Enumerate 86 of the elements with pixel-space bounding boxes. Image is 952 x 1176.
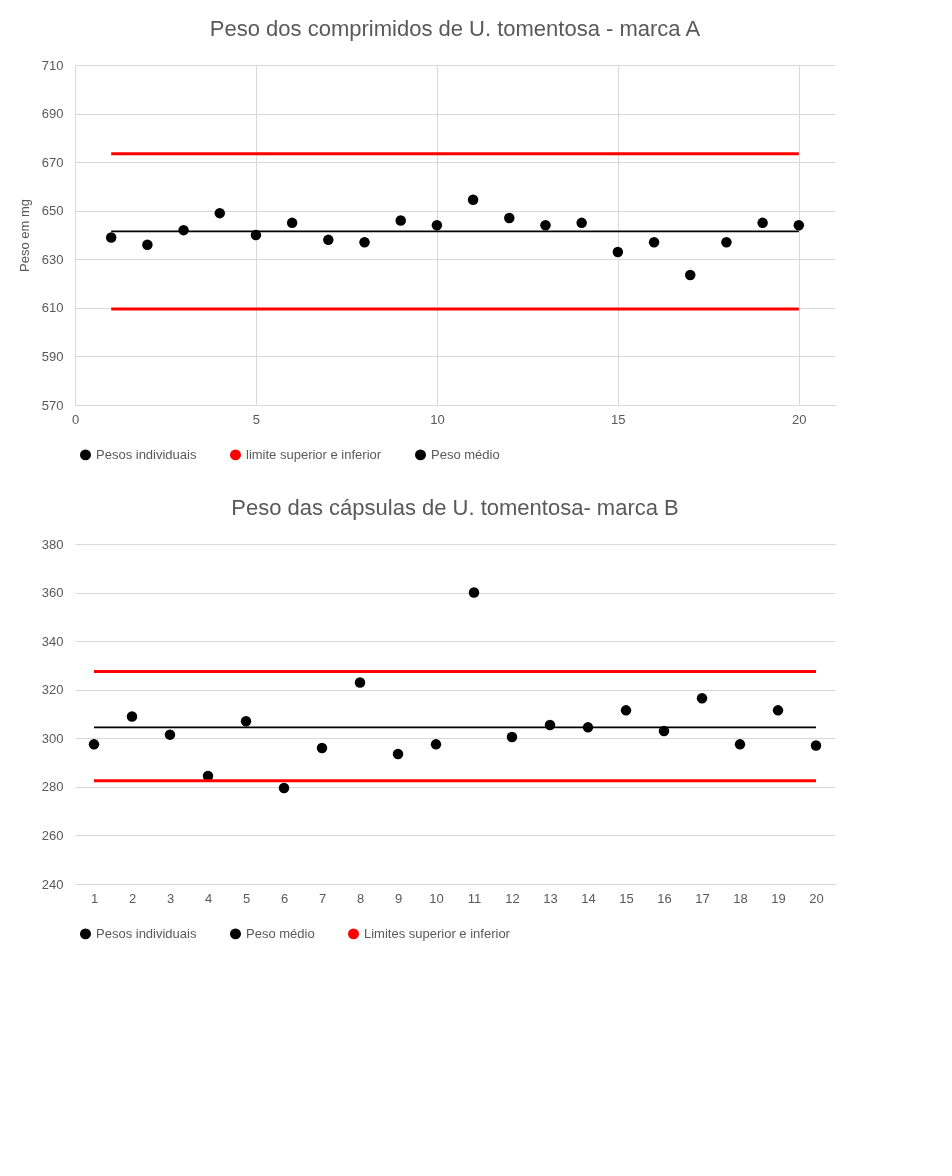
x-tick-label: 20 — [792, 411, 807, 427]
x-tick-label: 0 — [71, 411, 80, 427]
y-tick-label: 590 — [41, 348, 64, 364]
point — [431, 220, 443, 231]
point — [164, 729, 176, 740]
point — [240, 716, 252, 727]
point — [648, 237, 660, 248]
point — [658, 725, 670, 737]
y-tick-label: 570 — [41, 397, 64, 413]
y-tick-label: 630 — [41, 251, 64, 267]
y-tick-label: 610 — [41, 300, 64, 316]
y-tick-label: 300 — [41, 730, 64, 746]
point — [126, 711, 138, 722]
chart-title: Peso das cápsulas de U. tomentosa- marca B — [231, 495, 679, 520]
y-tick-label: 320 — [41, 682, 64, 698]
y-tick-label: 340 — [41, 633, 64, 649]
x-tick-label: 16 — [657, 890, 672, 906]
x-tick-label: 2 — [128, 890, 137, 906]
x-tick-label: 18 — [733, 890, 748, 906]
point — [468, 587, 480, 598]
point — [467, 194, 479, 206]
point — [772, 705, 784, 716]
point — [793, 220, 805, 231]
y-axis-title: Peso em mg — [16, 199, 32, 272]
legend-label: Peso médio — [431, 446, 500, 462]
y-tick-label: 690 — [41, 106, 64, 122]
x-tick-label: 6 — [280, 890, 289, 906]
point — [395, 215, 406, 226]
point — [286, 217, 298, 229]
point — [734, 739, 746, 750]
legend-label: Limites superior e inferior — [364, 925, 511, 941]
legend-label: Pesos individuais — [96, 446, 197, 462]
y-tick-label: 670 — [41, 154, 64, 170]
y-tick-label: 650 — [41, 203, 64, 219]
x-tick-label: 12 — [505, 890, 520, 906]
x-tick-label: 17 — [695, 890, 710, 906]
point — [684, 269, 696, 281]
point — [88, 739, 100, 750]
x-tick-label: 8 — [356, 890, 365, 906]
legend-label: Pesos individuais — [96, 925, 197, 941]
point — [540, 220, 551, 231]
x-tick-label: 4 — [204, 890, 213, 906]
y-tick-label: 380 — [41, 536, 64, 552]
y-tick-label: 260 — [41, 827, 64, 843]
y-tick-label: 360 — [41, 585, 64, 601]
x-tick-label: 5 — [252, 411, 261, 427]
y-tick-label: 710 — [41, 57, 64, 73]
chart-title: Peso dos comprimidos de U. tomentosa - marca A — [209, 16, 701, 41]
point — [392, 748, 404, 760]
x-tick-label: 10 — [429, 890, 444, 906]
point — [721, 237, 732, 248]
point — [757, 217, 768, 229]
legend-label: Peso médio — [246, 925, 315, 941]
x-tick-label: 15 — [611, 411, 626, 427]
x-tick-label: 11 — [467, 890, 482, 906]
x-tick-label: 5 — [242, 890, 251, 906]
point — [323, 234, 334, 246]
x-tick-label: 7 — [318, 890, 327, 906]
point — [504, 212, 515, 224]
x-tick-label: 10 — [430, 411, 445, 427]
x-tick-label: 9 — [394, 890, 403, 906]
point — [430, 739, 442, 750]
x-tick-label: 20 — [809, 890, 824, 906]
legend-label: limite superior e inferior — [246, 446, 382, 462]
point — [142, 239, 153, 250]
point — [105, 232, 117, 243]
point — [278, 782, 290, 794]
point — [620, 705, 632, 716]
x-tick-label: 19 — [771, 890, 786, 906]
point — [810, 740, 822, 751]
y-tick-label: 240 — [41, 876, 64, 892]
point — [214, 207, 226, 219]
x-tick-label: 15 — [619, 890, 634, 906]
point — [612, 246, 624, 258]
point — [576, 217, 587, 229]
x-tick-label: 3 — [166, 890, 175, 906]
x-tick-label: 14 — [581, 890, 596, 906]
point — [316, 742, 328, 754]
point — [354, 677, 366, 688]
point — [696, 692, 708, 704]
point — [506, 731, 518, 743]
point — [250, 229, 262, 241]
point — [359, 237, 370, 248]
y-tick-label: 280 — [41, 779, 64, 795]
x-tick-label: 13 — [543, 890, 558, 906]
x-tick-label: 1 — [90, 890, 99, 906]
